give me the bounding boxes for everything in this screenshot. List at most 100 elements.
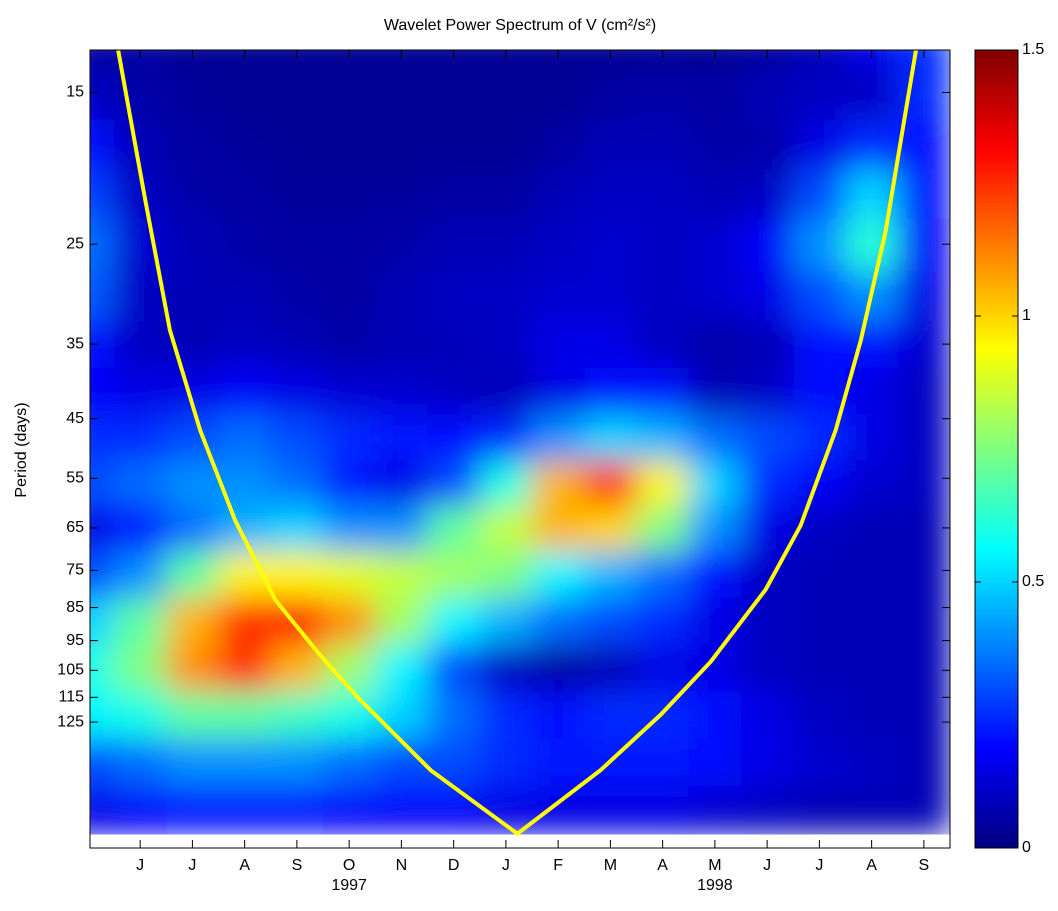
heatmap-cell xyxy=(897,738,950,787)
heatmap-cell xyxy=(270,218,324,272)
heatmap-cell xyxy=(375,551,429,599)
heatmap-cell xyxy=(479,460,533,507)
heatmap-cell xyxy=(845,644,899,692)
heatmap-cell xyxy=(323,505,376,552)
heatmap-cell xyxy=(584,691,638,739)
heatmap-cell xyxy=(90,785,115,835)
heatmap-cell xyxy=(479,218,533,272)
heatmap-cell xyxy=(741,169,794,219)
heatmap-cell xyxy=(532,644,585,692)
heatmap-cell xyxy=(741,367,794,415)
heatmap-cell xyxy=(323,738,376,787)
heatmap-cell xyxy=(845,505,899,552)
heatmap-cell xyxy=(741,551,794,599)
heatmap-cell xyxy=(270,169,324,219)
heatmap-cell xyxy=(427,460,481,507)
heatmap-cell xyxy=(793,71,847,121)
heatmap-cell xyxy=(584,71,638,121)
heatmap-cell xyxy=(584,644,638,692)
heatmap-cell xyxy=(897,551,950,599)
heatmap-cell xyxy=(90,551,115,599)
heatmap-cell xyxy=(114,551,167,599)
heatmap-cell xyxy=(90,691,115,739)
heatmap-cell xyxy=(741,271,794,322)
heatmap-cell xyxy=(427,119,481,171)
y-tick-label: 15 xyxy=(66,84,84,101)
heatmap-cell xyxy=(90,71,115,121)
y-axis-label: Period (days) xyxy=(13,402,30,497)
heatmap-cell xyxy=(270,551,324,599)
heatmap-cell xyxy=(479,738,533,787)
heatmap-cell xyxy=(897,218,950,272)
heatmap-cell xyxy=(584,271,638,322)
heatmap-cell xyxy=(479,367,533,415)
heatmap-cell xyxy=(532,271,585,322)
heatmap-cell xyxy=(114,271,167,322)
heatmap-cell xyxy=(166,71,220,121)
heatmap-cell xyxy=(114,691,167,739)
heatmap-cell xyxy=(897,460,950,507)
x-tick-label: F xyxy=(553,857,563,874)
heatmap-cell xyxy=(636,644,690,692)
x-tick-label: A xyxy=(657,857,668,874)
x-tick-label: J xyxy=(136,857,144,874)
x-tick-label: A xyxy=(239,857,250,874)
heatmap-cell xyxy=(793,119,847,171)
heatmap-cell xyxy=(793,738,847,787)
heatmap-cell xyxy=(793,505,847,552)
heatmap-cell xyxy=(270,71,324,121)
heatmap-cell xyxy=(793,218,847,272)
y-tick-label: 65 xyxy=(66,519,84,536)
heatmap-cell xyxy=(166,597,220,645)
heatmap-cell xyxy=(793,367,847,415)
x-tick-label: A xyxy=(866,857,877,874)
heatmap-cell xyxy=(114,597,167,645)
heatmap-cell xyxy=(323,785,376,835)
heatmap-cell xyxy=(323,271,376,322)
heatmap-cell xyxy=(166,119,220,171)
heatmap-cell xyxy=(218,169,272,219)
heatmap-cell xyxy=(375,738,429,787)
y-tick-label: 85 xyxy=(66,599,84,616)
heatmap-cell xyxy=(845,738,899,787)
heatmap-cell xyxy=(479,644,533,692)
heatmap-cell xyxy=(845,414,899,462)
heatmap-cell xyxy=(636,551,690,599)
heatmap-cell xyxy=(270,414,324,462)
heatmap-cell xyxy=(427,738,481,787)
heatmap-cell xyxy=(793,50,847,72)
heatmap-cell xyxy=(375,785,429,835)
heatmap-cell xyxy=(688,271,742,322)
heatmap-cell xyxy=(741,321,794,369)
heatmap-cell xyxy=(584,169,638,219)
heatmap-cell xyxy=(532,367,585,415)
heatmap-cell xyxy=(218,271,272,322)
heatmap-cell xyxy=(114,644,167,692)
heatmap-cell xyxy=(218,50,272,72)
heatmap-cell xyxy=(479,119,533,171)
heatmap-cell xyxy=(897,785,950,835)
heatmap-cell xyxy=(636,738,690,787)
heatmap-cell xyxy=(688,644,742,692)
heatmap-cell xyxy=(688,738,742,787)
heatmap-cell xyxy=(270,367,324,415)
heatmap-cell xyxy=(584,119,638,171)
y-tick-label: 55 xyxy=(66,470,84,487)
heatmap-cell xyxy=(323,71,376,121)
heatmap-cell xyxy=(584,50,638,72)
x-tick-label: J xyxy=(815,857,823,874)
heatmap-cell xyxy=(218,367,272,415)
heatmap-cell xyxy=(688,551,742,599)
heatmap-cell xyxy=(375,169,429,219)
heatmap-cell xyxy=(479,551,533,599)
heatmap-cell xyxy=(584,551,638,599)
heatmap-cell xyxy=(90,414,115,462)
heatmap-cell xyxy=(688,71,742,121)
colorbar-tick-label: 1 xyxy=(1022,307,1031,324)
chart-title: Wavelet Power Spectrum of V (cm²/s²) xyxy=(384,17,656,34)
heatmap-cell xyxy=(375,218,429,272)
heatmap-cell xyxy=(375,321,429,369)
y-tick-label: 95 xyxy=(66,632,84,649)
heatmap-cell xyxy=(427,50,481,72)
